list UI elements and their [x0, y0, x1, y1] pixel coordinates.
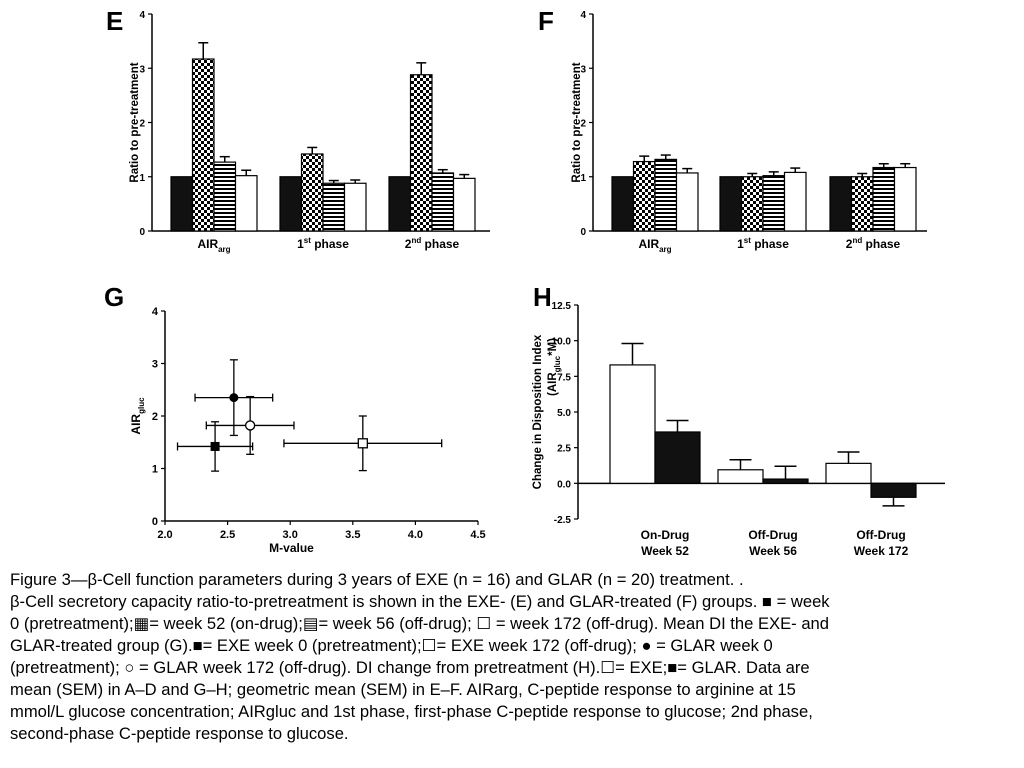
y-tick-label: 0.0	[557, 479, 571, 490]
y-tick-label: 10.0	[552, 337, 572, 348]
x-group-label: Week 56	[749, 544, 797, 558]
bar	[388, 176, 412, 232]
x-group-label: 2nd phase	[405, 236, 460, 251]
y-tick-label: -2.5	[554, 515, 572, 526]
y-tick-label: 4	[139, 10, 145, 21]
y-tick-label: 1	[152, 464, 158, 476]
x-tick-label: 4.0	[408, 529, 423, 541]
y-tick-label: 4	[580, 10, 586, 21]
bar	[825, 462, 872, 484]
caption-line: second-phase C-peptide response to gluco…	[10, 724, 349, 743]
panel-f-chart: F 0 1 2 3 4 Ratio to pre-treatment AIRarg 1st ph…	[538, 6, 927, 254]
caption-line: mmol/L glucose concentration; AIRgluc an…	[10, 702, 813, 721]
bar	[279, 176, 303, 232]
caption-line: (pretreatment); ○ = GLAR week 172 (off-d…	[10, 658, 810, 677]
y-tick-label: 0	[580, 227, 586, 238]
data-point	[244, 420, 256, 431]
x-group-label: On-Drug	[641, 528, 690, 542]
bar	[893, 166, 917, 232]
bar	[783, 171, 807, 232]
bar	[191, 58, 215, 232]
y-axis-label: Change in Disposition Index	[532, 334, 544, 489]
x-tick-label: 4.5	[470, 529, 485, 541]
data-point	[210, 441, 220, 451]
y-tick-label: 7.5	[557, 372, 571, 383]
x-tick-label: 3.0	[283, 529, 298, 541]
caption-line: GLAR-treated group (G).■= EXE week 0 (pr…	[10, 636, 773, 655]
panel-h-chart: H -2.5 0.0 2.5 5.0 7.5 10.0 12.5 Change in Dispo…	[532, 282, 945, 558]
x-group-label: Week 52	[641, 544, 689, 558]
panel-letter: F	[538, 6, 554, 36]
y-tick-label: 3	[139, 64, 145, 75]
data-point	[357, 438, 368, 449]
panel-letter: G	[104, 282, 124, 312]
y-tick-label: 3	[580, 64, 586, 75]
y-tick-label: 12.5	[552, 301, 572, 312]
y-tick-label: 1	[580, 173, 586, 184]
y-tick-label: 3	[152, 359, 158, 371]
x-tick-label: 2.5	[220, 529, 235, 541]
x-group-label: Week 172	[854, 544, 909, 558]
panel-letter: H	[533, 282, 552, 312]
panel-letter: E	[106, 6, 123, 36]
y-tick-label: 5.0	[557, 408, 571, 419]
y-axis-label: Ratio to pre-treatment	[571, 62, 583, 182]
y-tick-label: 2.5	[557, 444, 571, 455]
x-group-label: Off-Drug	[748, 528, 797, 542]
caption-line: Figure 3—β-Cell function parameters duri…	[10, 570, 744, 589]
y-tick-label: 2	[152, 411, 158, 423]
bar	[850, 176, 874, 232]
x-group-label: 1st phase	[297, 236, 349, 251]
caption-line: 0 (pretreatment);▦= week 52 (on-drug);▤=…	[10, 614, 830, 633]
figure-caption: Figure 3—β-Cell function parameters duri…	[10, 569, 1015, 745]
bar	[609, 364, 656, 484]
bar	[654, 431, 701, 484]
bar	[654, 158, 678, 232]
panel-g-chart: G 0 1 2 3 4 2.0 2.5 3.0 3.5 4.0 4.5 M-value AIRgluc	[104, 282, 486, 555]
bar	[872, 166, 896, 232]
x-group-label: 2nd phase	[846, 236, 901, 251]
bar	[300, 153, 324, 232]
bar	[762, 478, 809, 484]
x-group-label: Off-Drug	[856, 528, 905, 542]
panel-e-chart: E 0 1 2 3 4 Ratio to pre-treatment AIRarg 1st ph…	[106, 6, 490, 254]
caption-line: mean (SEM) in A–D and G–H; geometric mea…	[10, 680, 796, 699]
y-tick-label: 4	[152, 306, 159, 318]
bar	[170, 176, 194, 232]
bar	[717, 469, 764, 484]
x-group-label: AIRarg	[197, 237, 230, 254]
bar	[740, 176, 764, 232]
bar	[213, 161, 237, 232]
x-tick-label: 2.0	[157, 529, 172, 541]
bar	[611, 176, 635, 232]
bar	[409, 74, 433, 232]
bar	[870, 482, 917, 498]
x-axis-label: M-value	[269, 541, 314, 555]
bar	[452, 177, 476, 232]
data-point	[229, 393, 239, 403]
y-tick-label: 0	[152, 516, 158, 528]
bar	[234, 175, 258, 232]
x-group-label: AIRarg	[638, 237, 671, 254]
y-axis-label: Ratio to pre-treatment	[129, 62, 141, 182]
caption-line: β-Cell secretory capacity ratio-to-pretr…	[10, 592, 830, 611]
y-tick-label: 2	[580, 119, 586, 130]
bar	[343, 182, 367, 232]
bar	[762, 175, 786, 232]
figure-3-panels: E 0 1 2 3 4 Ratio to pre-treatment AIRarg 1st ph…	[104, 6, 945, 558]
bar	[322, 182, 346, 232]
bar	[632, 160, 656, 232]
x-group-label: 1st phase	[737, 236, 789, 251]
bar	[431, 172, 455, 232]
bar	[675, 172, 699, 232]
bar	[719, 176, 743, 232]
y-axis-label-units: (AIRgluc*M)	[547, 338, 562, 396]
y-tick-label: 2	[139, 119, 145, 130]
bar	[829, 176, 853, 232]
x-tick-label: 3.5	[345, 529, 360, 541]
y-tick-label: 1	[139, 173, 145, 184]
y-axis-label: AIRgluc	[129, 397, 146, 435]
y-tick-label: 0	[139, 227, 145, 238]
